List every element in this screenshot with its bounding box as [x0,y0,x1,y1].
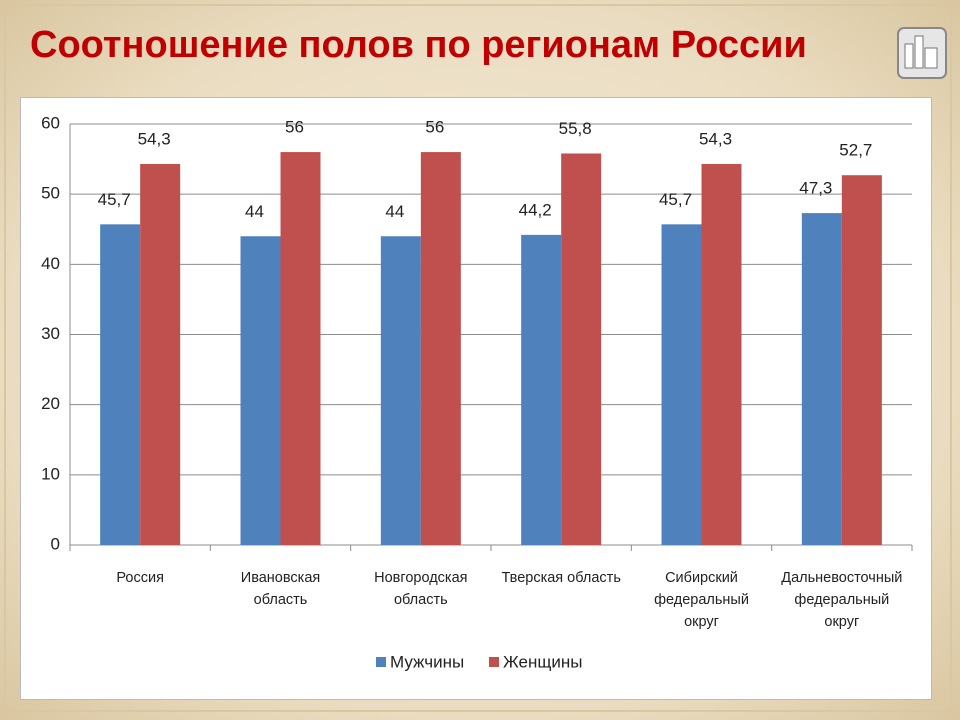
data-label: 44,2 [519,200,552,219]
y-tick-label: 10 [41,464,60,483]
data-label: 44 [245,202,264,221]
x-tick-label: Дальневосточный федеральный округ [781,570,903,630]
bar [420,152,461,546]
x-tick-label: Новгородская область [374,570,468,608]
bar [521,234,562,545]
data-label: 54,3 [138,129,171,148]
data-label: 52,7 [839,141,872,160]
x-tick-label: Россия [116,570,164,586]
bar [140,163,181,545]
data-label: 47,3 [799,179,832,198]
slide-frame [4,4,952,712]
x-tick-label: Сибирский федеральный округ [654,570,749,630]
data-label: 54,3 [699,129,732,148]
bar [280,152,321,546]
data-label: 45,7 [659,190,692,209]
y-tick-label: 0 [51,534,60,553]
bar [240,236,281,545]
legend-swatch [489,657,499,667]
data-label: 56 [425,118,444,137]
data-label: 45,7 [98,190,131,209]
y-tick-label: 30 [41,324,60,343]
bar [100,224,141,546]
y-tick-label: 20 [41,394,60,413]
x-tick-label: Ивановская область [240,570,321,608]
data-label: 56 [285,118,304,137]
y-tick-label: 50 [41,184,60,203]
data-label: 44 [385,202,404,221]
x-tick-label: Тверская область [501,570,621,586]
y-tick-label: 60 [41,113,60,132]
bar [801,213,842,545]
y-tick-label: 40 [41,254,60,273]
legend-label: Мужчины [390,652,464,671]
icon [897,27,947,79]
slide-title: Соотношение полов по регионам России [30,24,807,66]
data-label: 55,8 [559,119,592,138]
bar [661,224,702,546]
bar [841,175,882,545]
legend-swatch [376,657,386,667]
bar [701,163,742,545]
bar [561,153,602,545]
legend-label: Женщины [503,652,582,671]
bar [380,236,421,545]
